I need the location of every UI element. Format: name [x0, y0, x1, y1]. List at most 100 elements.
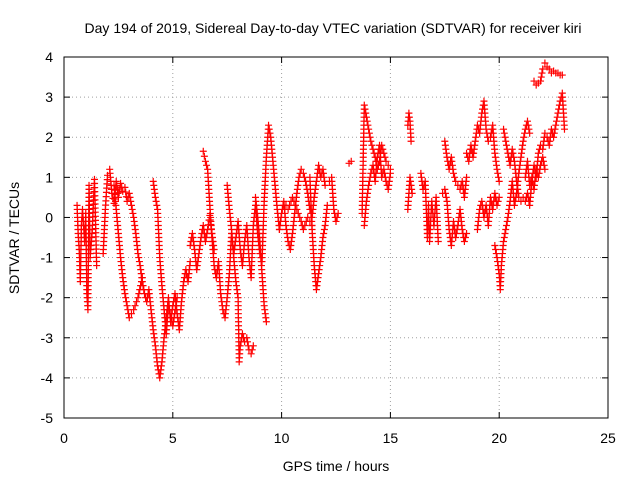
data-point: [500, 125, 508, 133]
data-points: [73, 59, 568, 382]
data-point: [265, 121, 273, 129]
data-point: [122, 294, 130, 302]
data-point: [125, 314, 133, 322]
data-point: [122, 298, 130, 306]
data-point: [452, 234, 460, 241]
data-point: [122, 188, 130, 196]
data-point: [501, 133, 509, 141]
data-point: [458, 225, 466, 233]
data-point: [552, 121, 560, 129]
plot-frame: [63, 56, 609, 419]
data-point: [169, 318, 177, 326]
data-point: [121, 183, 129, 191]
data-point: [125, 189, 133, 197]
data-point: [135, 290, 143, 298]
data-point: [128, 205, 136, 213]
y-tick-label: -5: [41, 410, 54, 426]
data-point: [502, 221, 510, 229]
data-point: [495, 177, 503, 185]
data-point: [135, 254, 143, 262]
data-point: [332, 217, 340, 225]
data-point: [151, 193, 159, 201]
data-point: [460, 238, 468, 246]
data-point: [131, 302, 139, 310]
data-point: [493, 165, 501, 173]
data-point: [442, 189, 450, 197]
data-point: [321, 181, 329, 189]
x-tick-label: 15: [383, 430, 399, 446]
data-point: [539, 157, 547, 165]
data-point: [299, 169, 307, 177]
data-point: [330, 205, 338, 213]
data-point: [365, 125, 373, 133]
data-point: [134, 250, 142, 258]
data-point: [127, 201, 135, 209]
data-point: [201, 157, 209, 165]
y-tick-label: 0: [45, 209, 53, 225]
data-point: [137, 282, 145, 290]
data-point: [537, 73, 545, 81]
y-tick-label: -3: [41, 330, 54, 346]
data-point: [201, 238, 209, 246]
data-point: [320, 229, 328, 237]
data-point: [534, 173, 542, 181]
data-point: [238, 330, 246, 338]
data-point: [384, 161, 392, 169]
data-point: [461, 234, 469, 241]
data-point: [500, 234, 508, 241]
data-point: [442, 193, 450, 201]
data-point: [502, 225, 510, 233]
x-tick-label: 20: [491, 430, 507, 446]
data-point: [407, 137, 415, 145]
data-point: [323, 201, 331, 209]
data-point: [170, 314, 178, 322]
data-point: [503, 217, 511, 225]
data-point: [534, 149, 542, 157]
data-point: [365, 181, 373, 189]
data-point: [524, 121, 532, 129]
data-point: [495, 193, 503, 201]
data-point: [334, 209, 342, 217]
data-point: [129, 209, 137, 217]
data-point: [450, 169, 458, 177]
data-point: [173, 294, 181, 302]
data-point: [284, 205, 292, 213]
data-point: [408, 189, 416, 197]
data-point: [361, 105, 369, 113]
data-point: [121, 290, 129, 298]
y-tick-label: -2: [41, 290, 54, 306]
data-point: [265, 125, 273, 133]
x-tick-label: 25: [600, 430, 616, 446]
data-point: [510, 153, 518, 161]
data-point: [491, 242, 499, 250]
x-axis-label: GPS time / hours: [283, 458, 390, 474]
data-point: [538, 69, 546, 77]
data-point: [491, 189, 499, 197]
data-point: [137, 278, 145, 286]
data-point: [164, 302, 172, 310]
data-point: [301, 221, 309, 229]
data-point: [319, 234, 327, 241]
data-point: [171, 310, 179, 318]
data-point: [560, 125, 568, 133]
data-point: [291, 201, 299, 209]
y-axis-label: SDTVAR / TECUs: [6, 182, 22, 294]
data-point: [508, 145, 516, 153]
data-point: [494, 169, 502, 177]
data-point: [266, 129, 274, 137]
data-point: [452, 229, 460, 237]
data-point: [93, 262, 101, 270]
axis-ticks: 0 5 10 15 20 25 -5 -4 -3 -2 -1 0 1 2 3 4: [41, 49, 616, 446]
data-point: [262, 318, 270, 326]
y-tick-label: 1: [45, 169, 53, 185]
data-point: [290, 197, 298, 205]
x-tick-label: 5: [169, 430, 177, 446]
data-point: [360, 101, 368, 109]
data-point: [333, 213, 341, 221]
data-point: [492, 246, 500, 254]
data-point: [494, 197, 502, 205]
y-tick-label: -1: [41, 250, 54, 266]
data-point: [248, 346, 256, 354]
data-point: [123, 302, 131, 310]
